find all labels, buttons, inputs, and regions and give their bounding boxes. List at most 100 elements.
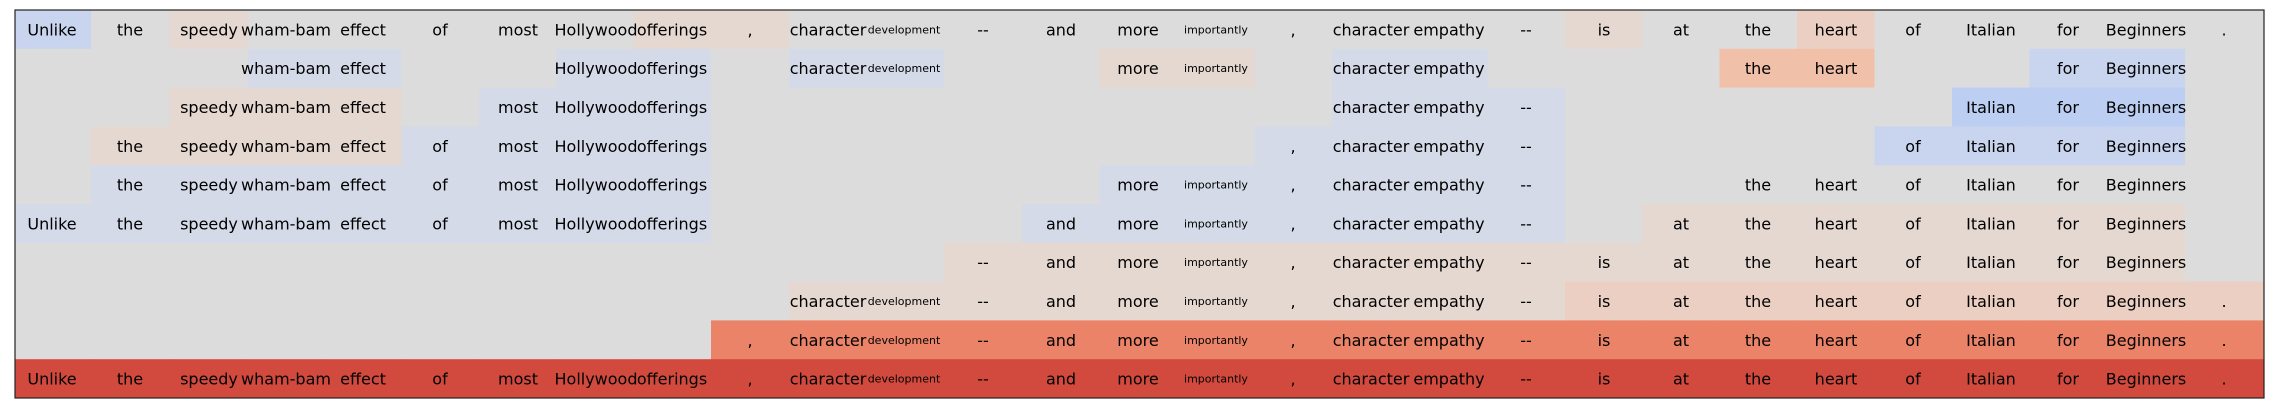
token-label: Hollywood xyxy=(555,20,638,39)
token-label: wham-bam xyxy=(241,214,331,233)
token-label: offerings xyxy=(637,370,707,389)
heatmap-cell xyxy=(1487,204,1566,244)
token-label: is xyxy=(1598,292,1611,311)
token-label: Italian xyxy=(1966,331,2016,350)
heatmap-cell xyxy=(1410,359,1488,399)
token-label: speedy xyxy=(180,137,238,156)
heatmap-cell xyxy=(1410,87,1488,127)
token-label: -- xyxy=(1520,137,1532,156)
heatmap-cell xyxy=(1487,48,1566,89)
token-label: wham-bam xyxy=(241,137,331,156)
heatmap-cell xyxy=(15,10,92,50)
heatmap-cell xyxy=(324,204,402,244)
heatmap-cell xyxy=(789,87,867,127)
token-label: Italian xyxy=(1966,370,2016,389)
heatmap-cell xyxy=(944,281,1023,321)
heatmap-cell xyxy=(711,204,790,244)
heatmap-cell xyxy=(169,242,248,283)
heatmap-cell xyxy=(1719,126,1798,166)
token-label: the xyxy=(117,20,143,39)
heatmap-cell xyxy=(944,204,1023,244)
heatmap-cell xyxy=(1254,281,1333,321)
heatmap-cell xyxy=(789,126,867,166)
token-label: wham-bam xyxy=(241,98,331,117)
heatmap-cell xyxy=(1874,320,1953,360)
heatmap-cell xyxy=(1797,242,1875,283)
heatmap-cell xyxy=(401,359,480,399)
heatmap-cell xyxy=(15,165,92,205)
heatmap-cell xyxy=(324,87,402,127)
token-label: Beginners xyxy=(2106,20,2186,39)
heatmap-cell xyxy=(1332,48,1411,89)
heatmap-cell xyxy=(1874,165,1953,205)
token-label: effect xyxy=(340,20,386,39)
token-label: most xyxy=(498,370,538,389)
token-label: -- xyxy=(1520,253,1532,272)
heatmap-cell xyxy=(556,242,634,283)
token-label: empathy xyxy=(1413,137,1484,156)
chart-frame xyxy=(14,9,2265,399)
heatmap-cell xyxy=(169,204,248,244)
heatmap-cell xyxy=(866,165,945,205)
heatmap-cell xyxy=(1565,10,1643,50)
heatmap-cell xyxy=(1487,320,1566,360)
heatmap-cell xyxy=(2185,204,2265,244)
heatmap-cell xyxy=(789,165,867,205)
heatmap-cell xyxy=(1332,10,1411,50)
token-label: character xyxy=(790,331,867,350)
token-label: for xyxy=(2057,176,2079,195)
heatmap-cell xyxy=(1565,320,1643,360)
token-label: importantly xyxy=(1184,334,1248,347)
heatmap-cell xyxy=(401,165,480,205)
heatmap-cell xyxy=(1797,48,1875,89)
token-label: the xyxy=(1745,253,1771,272)
token-label: heart xyxy=(1815,20,1858,39)
heatmap-cell xyxy=(1099,320,1178,360)
heatmap-cell xyxy=(1642,281,1720,321)
heatmap-cell xyxy=(1177,281,1255,321)
heatmap-cell xyxy=(1874,242,1953,283)
token-label: -- xyxy=(1520,176,1532,195)
token-label: of xyxy=(1905,331,1921,350)
heatmap-cell xyxy=(1719,281,1798,321)
heatmap-cell xyxy=(633,359,712,399)
token-label: , xyxy=(1290,214,1295,233)
heatmap-cell xyxy=(91,204,170,244)
heatmap-cell xyxy=(479,359,557,399)
heatmap-cell xyxy=(556,126,634,166)
heatmap-cell xyxy=(711,320,790,360)
heatmap-cell xyxy=(1022,10,1100,50)
heatmap-cell xyxy=(1719,87,1798,127)
heatmap-cell xyxy=(2107,320,2186,360)
heatmap-cell xyxy=(633,87,712,127)
heatmap-cell xyxy=(15,359,92,399)
token-label: the xyxy=(1745,331,1771,350)
token-label: speedy xyxy=(180,370,238,389)
heatmap-cell xyxy=(1410,10,1488,50)
heatmap-cell xyxy=(1874,204,1953,244)
heatmap-cell xyxy=(1254,242,1333,283)
heatmap-cell xyxy=(1410,48,1488,89)
heatmap-cell xyxy=(1099,48,1178,89)
heatmap-cell xyxy=(1797,359,1875,399)
heatmap-cell xyxy=(1022,48,1100,89)
token-label: offerings xyxy=(637,20,707,39)
heatmap-cell xyxy=(2029,204,2108,244)
heatmap-cell xyxy=(1874,281,1953,321)
heatmap-cell xyxy=(2029,320,2108,360)
token-label: Hollywood xyxy=(555,137,638,156)
heatmap-cell xyxy=(1565,48,1643,89)
heatmap-cell xyxy=(169,87,248,127)
token-label: . xyxy=(2221,292,2226,311)
heatmap-cell xyxy=(1797,320,1875,360)
heatmap-cell xyxy=(1719,320,1798,360)
heatmap-cell xyxy=(1099,126,1178,166)
heatmap-cell xyxy=(1410,242,1488,283)
token-label: Beginners xyxy=(2106,253,2186,272)
heatmap-cell xyxy=(1642,242,1720,283)
heatmap-cell xyxy=(1565,359,1643,399)
heatmap-cell xyxy=(556,320,634,360)
token-label: , xyxy=(1290,370,1295,389)
heatmap-cell xyxy=(1642,10,1720,50)
token-label: at xyxy=(1673,331,1689,350)
